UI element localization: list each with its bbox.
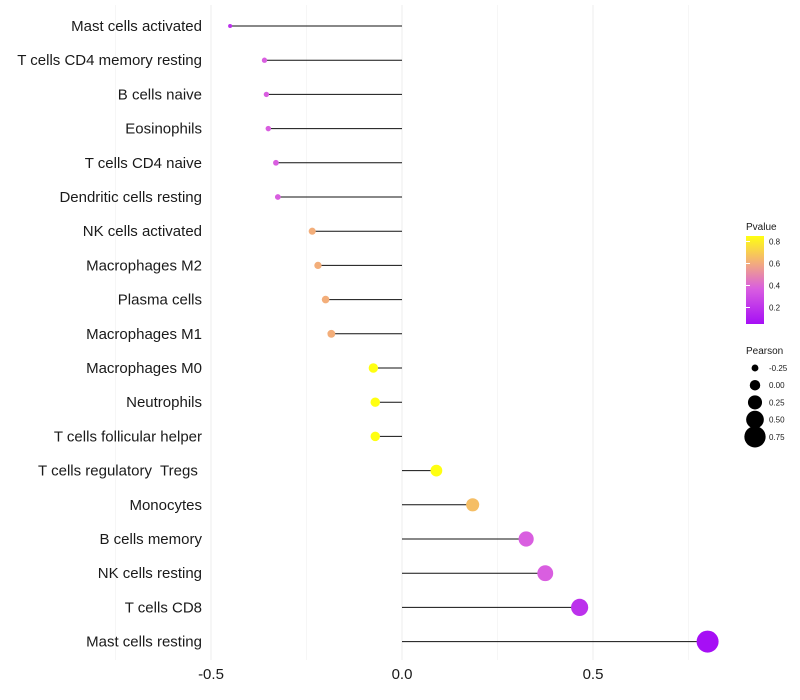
y-tick-label: Neutrophils (126, 394, 202, 411)
y-tick-label: Mast cells resting (86, 634, 202, 651)
lollipop-point (263, 91, 270, 98)
lollipop-point (321, 295, 330, 304)
colorbar-tick-label: 0.6 (769, 260, 781, 269)
pvalue-legend-title: Pvalue (746, 222, 777, 233)
size-legend-label: 0.75 (769, 433, 785, 442)
lollipop-point (466, 498, 480, 512)
size-legend-label: -0.25 (769, 364, 788, 373)
colorbar-tick-label: 0.2 (769, 304, 781, 313)
y-tick-label: T cells CD4 naive (85, 155, 202, 172)
y-tick-label: Plasma cells (118, 292, 202, 309)
lollipop-point (274, 194, 281, 200)
y-tick-label: B cells naive (118, 86, 202, 103)
lollipop-point (308, 227, 316, 235)
lollipop-point (228, 24, 233, 28)
y-tick-label: Macrophages M1 (86, 326, 202, 343)
lollipop-point (370, 431, 380, 442)
lollipop-point (430, 464, 443, 477)
y-tick-label: NK cells resting (98, 565, 202, 582)
size-legend-key (746, 410, 764, 429)
colorbar-tick-label: 0.4 (769, 282, 781, 291)
size-legend-key (749, 379, 761, 391)
lollipop-points (228, 24, 719, 653)
lollipop-point (537, 565, 554, 582)
y-tick-label: T cells CD8 (125, 599, 202, 616)
y-tick-label: T cells follicular helper (54, 428, 202, 445)
grid-lines (115, 5, 689, 660)
pvalue-colorbar (746, 236, 764, 324)
y-tick-label: T cells CD4 memory resting (17, 52, 202, 69)
lollipop-point (327, 329, 336, 338)
lollipop-point (571, 598, 589, 616)
y-tick-label: Macrophages M0 (86, 360, 202, 377)
pearson-legend-title: Pearson (746, 346, 783, 357)
size-legend-key (744, 426, 766, 448)
y-axis-labels: Mast cells activated T cells CD4 memory r… (17, 18, 202, 651)
size-legend-label: 0.25 (769, 398, 785, 407)
lollipop-point (273, 159, 279, 166)
size-legend-key (747, 395, 763, 410)
lollipop-point (518, 531, 534, 547)
size-legend-label: 0.50 (769, 416, 785, 425)
lollipop-point (368, 363, 379, 373)
size-legend-label: 0.00 (769, 381, 785, 390)
lollipop-point (696, 630, 719, 653)
y-tick-label: T cells regulatory Tregs (38, 463, 202, 480)
lollipop-point (370, 397, 380, 407)
y-tick-label: Monocytes (129, 497, 202, 514)
size-legend-key (751, 364, 759, 372)
lollipop-point (265, 125, 272, 132)
x-axis-ticks: -0.5 0.0 0.5 (198, 666, 603, 683)
pvalue-legend: Pvalue 0.2 0.4 0.6 0.8 (746, 222, 781, 324)
lollipop-point (261, 57, 268, 63)
y-tick-label: NK cells activated (83, 223, 202, 240)
x-tick-label: 0.0 (392, 666, 413, 683)
y-tick-label: Macrophages M2 (86, 257, 202, 274)
y-tick-label: Eosinophils (125, 121, 202, 138)
y-tick-label: B cells memory (99, 531, 202, 548)
x-tick-label: -0.5 (198, 666, 224, 683)
y-tick-label: Dendritic cells resting (59, 189, 202, 206)
x-tick-label: 0.5 (583, 666, 604, 683)
colorbar-tick-label: 0.8 (769, 238, 781, 247)
y-tick-label: Mast cells activated (71, 18, 202, 35)
lollipop-point (314, 261, 322, 270)
pearson-legend: Pearson -0.25 0.00 0.25 0.50 0.75 (744, 346, 788, 448)
lollipop-stems (230, 25, 708, 643)
